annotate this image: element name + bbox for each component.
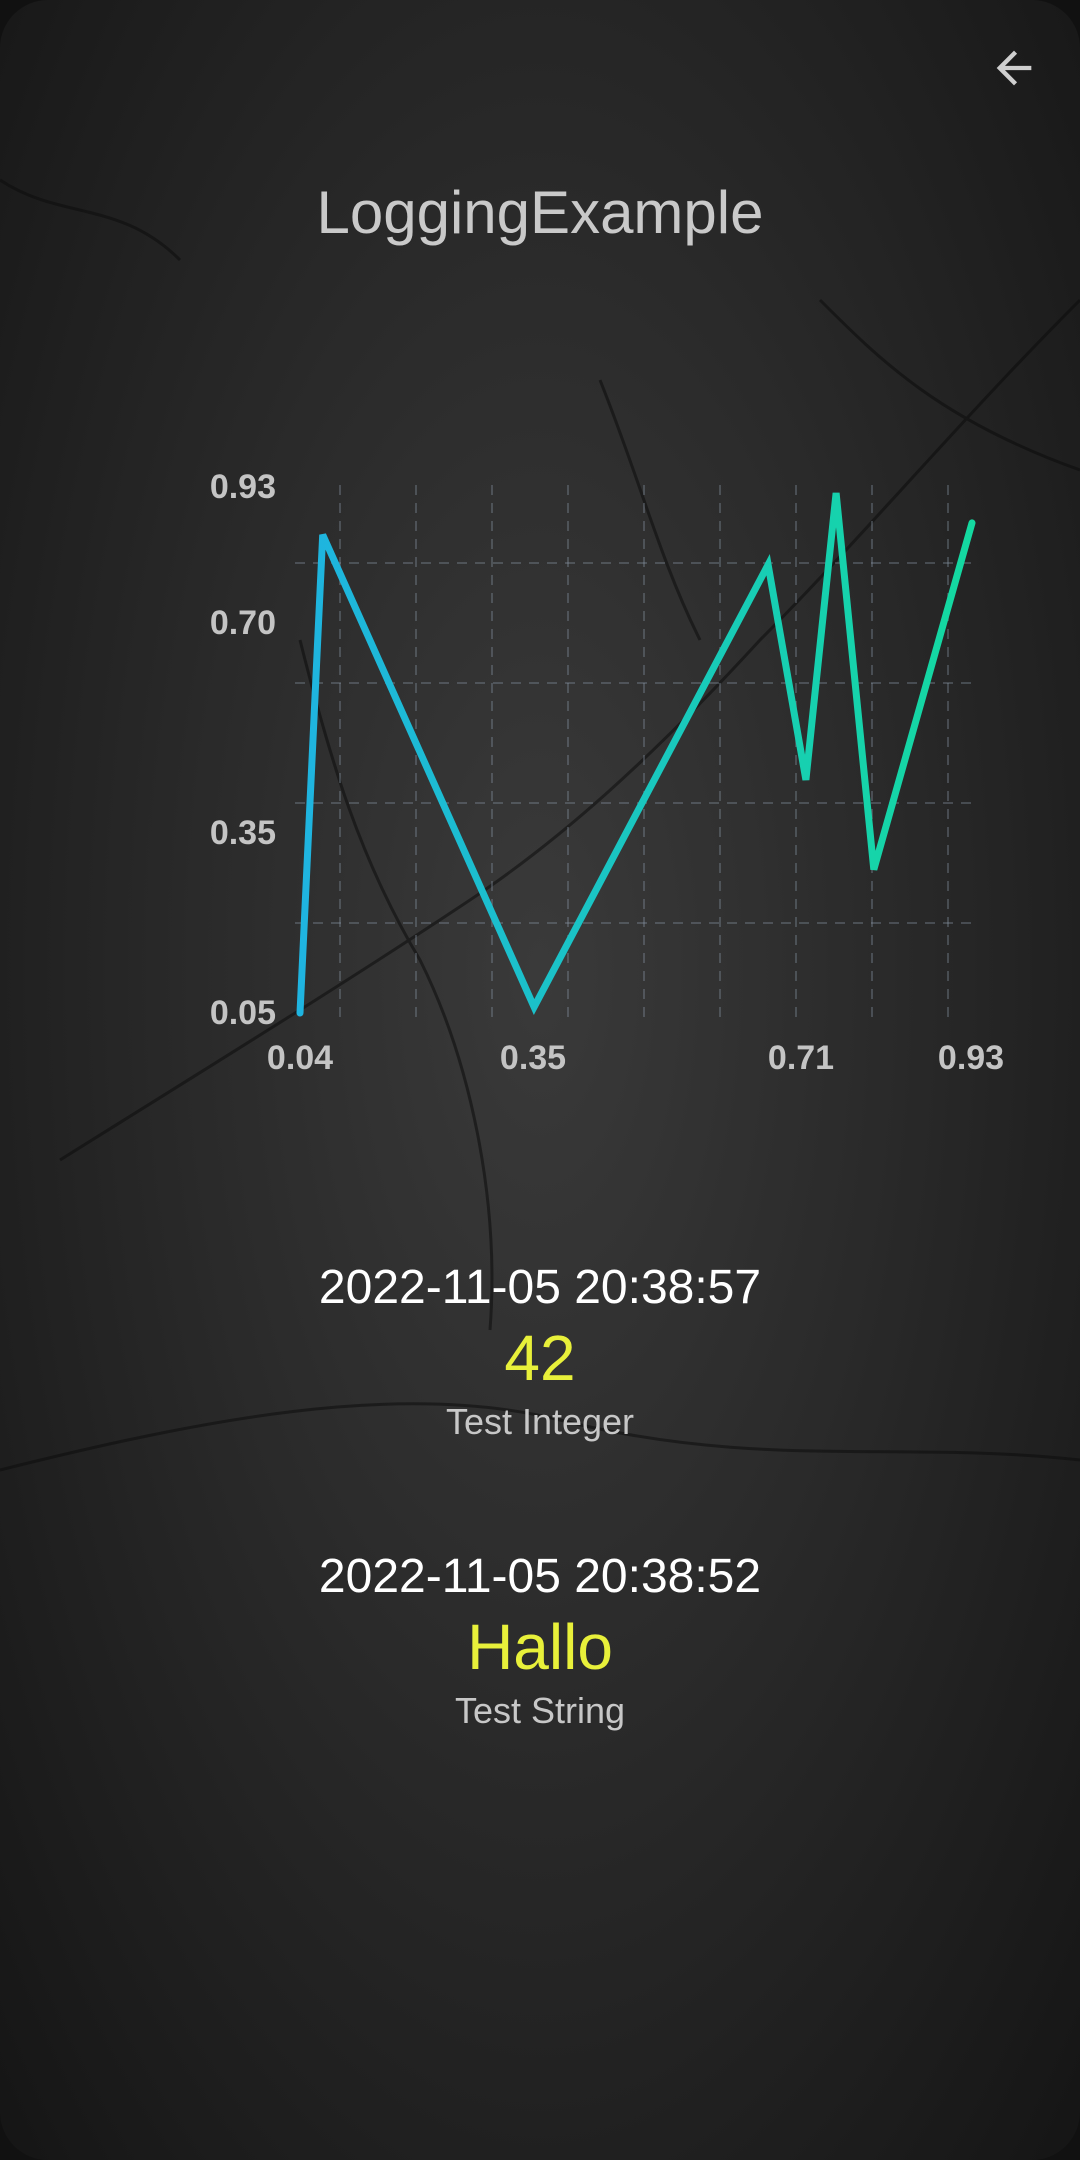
log-entry: 2022-11-05 20:38:57 42 Test Integer [0,1258,1080,1446]
y-tick-label: 0.05 [210,994,276,1032]
x-tick-label: 0.04 [267,1039,333,1077]
arrow-left-icon [996,50,1032,86]
x-tick-label: 0.35 [500,1039,566,1077]
chart-axis-labels: 0.93 0.70 0.35 0.05 0.04 0.35 0.71 0.93 [210,468,1004,1077]
y-tick-label: 0.70 [210,604,276,642]
log-entry-label: Test String [454,1690,626,1731]
chart-grid [295,485,975,1025]
y-tick-label: 0.93 [210,468,276,506]
y-tick-label: 0.35 [210,814,276,852]
line-chart: 0.93 0.70 0.35 0.05 0.04 0.35 0.71 0.93 [210,468,1004,1077]
log-entry-label: Test Integer [445,1401,635,1442]
series-line [296,492,976,1017]
log-entry: 2022-11-05 20:38:52 Hallo Test String [0,1547,1080,1735]
x-tick-label: 0.93 [938,1039,1004,1077]
chart-series [296,492,976,1017]
page-title: LoggingExample [316,179,764,246]
x-tick-label: 0.71 [768,1039,834,1077]
log-entry-timestamp: 2022-11-05 20:38:52 [318,1550,762,1603]
log-entry-value: Hallo [467,1611,613,1683]
log-entry-value: 42 [504,1322,576,1394]
back-button[interactable] [982,36,1046,100]
log-entry-timestamp: 2022-11-05 20:38:57 [318,1261,762,1314]
